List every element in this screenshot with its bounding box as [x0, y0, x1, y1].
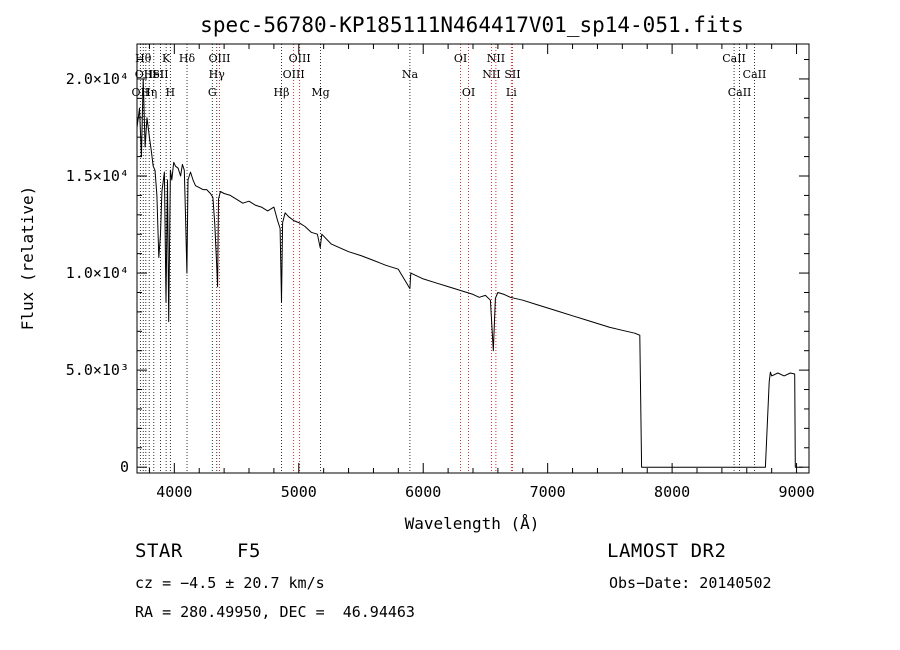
- line-marker-label: Mg: [311, 86, 329, 99]
- spectrum-line: [136, 78, 803, 468]
- line-marker-label: Na: [402, 68, 419, 81]
- line-marker-label: OIII: [135, 68, 157, 81]
- object-class: STAR: [135, 540, 183, 562]
- x-tick-label: 5000: [281, 483, 317, 501]
- line-marker-label: Hδ: [179, 52, 196, 65]
- survey-name: LAMOST DR2: [607, 540, 727, 562]
- line-marker-label: Hη: [141, 86, 157, 99]
- line-marker-label: NII: [482, 68, 500, 81]
- x-axis: 4000 5000 6000 7000 8000 9000: [148, 44, 815, 501]
- chart-title: spec-56780-KP185111N464417V01_sp14-051.f…: [200, 13, 744, 37]
- line-marker-label: Hβ: [274, 86, 290, 99]
- x-axis-label: Wavelength (Å): [405, 514, 540, 533]
- y-tick-label: 0: [120, 458, 129, 476]
- redshift-readout: cz = −4.5 ± 20.7 km/s: [135, 574, 325, 592]
- line-marker-label: CaII: [728, 86, 752, 99]
- x-tick-label: 4000: [156, 483, 192, 501]
- line-marker-label: CaII: [743, 68, 767, 81]
- spectrum-series: [136, 78, 803, 468]
- line-marker-label: OIII: [283, 68, 305, 81]
- line-marker-label: HeI: [144, 68, 164, 81]
- y-tick-label: 5.0×10³: [66, 361, 129, 379]
- line-marker-label: OIII: [289, 52, 311, 65]
- x-tick-label: 9000: [778, 483, 814, 501]
- line-marker-label: OIII: [208, 52, 230, 65]
- line-marker-label: SII: [504, 68, 520, 81]
- y-tick-label: 1.0×10⁴: [66, 264, 129, 282]
- y-axis-label: Flux (relative): [18, 186, 37, 331]
- line-marker-label: OII: [132, 86, 150, 99]
- x-tick-label: 7000: [530, 483, 566, 501]
- y-tick-label: 1.5×10⁴: [66, 167, 129, 185]
- line-marker-label: H: [166, 86, 176, 99]
- line-marker-label: Li: [506, 86, 517, 99]
- line-marker-label: Hθ: [135, 52, 152, 65]
- spectral-line-markers: [139, 44, 755, 473]
- line-marker-label: SII: [152, 68, 168, 81]
- y-axis: 0 5.0×10³ 1.0×10⁴ 1.5×10⁴ 2.0×10⁴: [66, 59, 809, 476]
- plot-frame: [136, 43, 810, 474]
- line-marker-label: OI: [454, 52, 467, 65]
- line-marker-label: OI: [462, 86, 475, 99]
- spectral-subclass: F5: [237, 540, 261, 562]
- line-marker-label: K: [162, 52, 171, 65]
- x-tick-label: 6000: [405, 483, 441, 501]
- line-marker-label: G: [208, 86, 217, 99]
- coordinates: RA = 280.49950, DEC = 46.94463: [135, 603, 415, 621]
- line-marker-label: CaII: [722, 52, 746, 65]
- line-marker-label: NII: [487, 52, 505, 65]
- line-marker-label: Hγ: [209, 68, 226, 81]
- obs-date: Obs−Date: 20140502: [609, 574, 772, 592]
- y-tick-label: 2.0×10⁴: [66, 70, 129, 88]
- x-tick-label: 8000: [654, 483, 690, 501]
